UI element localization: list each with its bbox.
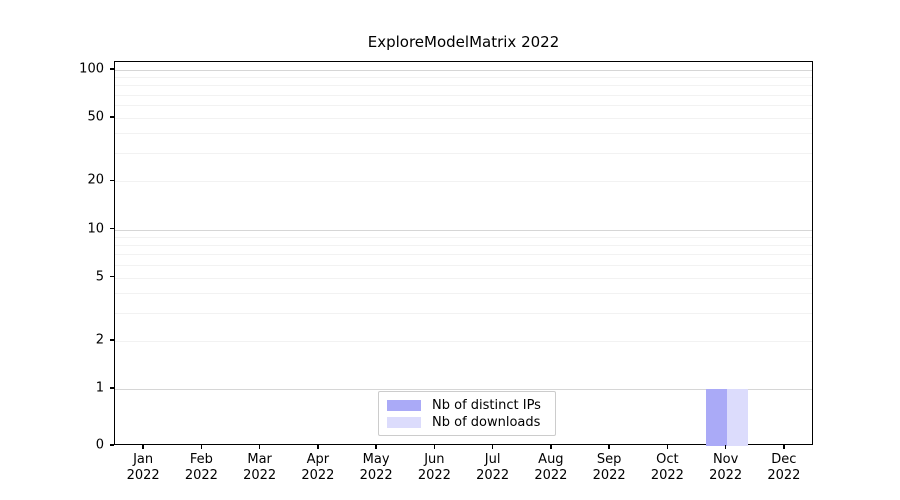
- y-tick-label: 10: [87, 221, 104, 236]
- gridline: [115, 105, 812, 107]
- y-tick-mark: [110, 179, 114, 182]
- gridline: [115, 229, 812, 231]
- x-tick-label: May 2022: [359, 452, 393, 483]
- x-tick-label: Apr 2022: [301, 452, 335, 483]
- x-tick-label: Jul 2022: [476, 452, 510, 483]
- gridline: [115, 389, 812, 390]
- gridline: [115, 94, 812, 96]
- legend-swatch-distinct-ips: [387, 400, 421, 411]
- gridline: [115, 244, 812, 246]
- x-tick-label: Sep 2022: [592, 452, 626, 483]
- x-tick-mark: [666, 445, 669, 449]
- gridline: [115, 133, 812, 135]
- bars-layer: [115, 62, 812, 446]
- y-tick-label: 0: [95, 437, 104, 453]
- x-tick-mark: [783, 445, 785, 449]
- gridline: [115, 77, 812, 79]
- gridline: [115, 153, 812, 155]
- gridline: [115, 181, 812, 183]
- x-tick-mark: [375, 445, 377, 449]
- gridline: [115, 292, 812, 294]
- x-tick-mark: [433, 445, 436, 449]
- plot-area: [114, 61, 813, 446]
- legend-item: Nb of downloads: [387, 414, 547, 431]
- y-tick-label: 20: [87, 172, 104, 188]
- y-tick-mark: [110, 275, 114, 278]
- y-tick-mark: [110, 444, 114, 446]
- legend-label-downloads: Nb of downloads: [432, 415, 541, 430]
- legend-item: Nb of distinct IPs: [387, 397, 547, 414]
- y-tick-label: 100: [79, 61, 104, 77]
- y-tick-mark: [110, 227, 114, 230]
- gridline: [115, 277, 812, 279]
- gridline: [115, 70, 812, 71]
- y-tick-mark: [110, 68, 114, 70]
- legend-label-distinct-ips: Nb of distinct IPs: [432, 398, 541, 413]
- x-tick-mark: [608, 445, 610, 449]
- x-tick-mark: [258, 445, 261, 449]
- gridline: [115, 85, 812, 87]
- x-tick-mark: [550, 445, 552, 449]
- x-tick-label: Mar 2022: [243, 452, 277, 483]
- chart-title: ExploreModelMatrix 2022: [367, 33, 560, 51]
- bar-nb-of-distinct-ips-nov-2022: [705, 389, 727, 446]
- y-tick-mark: [110, 387, 114, 389]
- x-tick-label: Jun 2022: [417, 452, 451, 483]
- chart-legend: Nb of distinct IPs Nb of downloads: [378, 391, 556, 436]
- y-tick-label: 5: [95, 269, 104, 284]
- gridline: [115, 312, 812, 314]
- x-tick-mark: [317, 445, 319, 449]
- y-tick-label: 2: [95, 332, 104, 348]
- bar-nb-of-downloads-nov-2022: [726, 389, 748, 446]
- x-tick-label: Oct 2022: [650, 452, 684, 483]
- gridline: [115, 254, 812, 256]
- x-tick-mark: [491, 445, 494, 449]
- y-tick-label: 1: [95, 380, 104, 396]
- gridline: [115, 264, 812, 266]
- x-tick-label: Aug 2022: [534, 452, 568, 483]
- legend-swatch-downloads: [387, 417, 421, 428]
- y-tick-mark: [110, 339, 114, 341]
- x-tick-mark: [200, 445, 203, 449]
- y-tick-label: 50: [87, 109, 104, 125]
- x-tick-label: Jan 2022: [126, 452, 160, 483]
- gridline: [115, 340, 812, 342]
- gridline: [115, 118, 812, 119]
- gridline: [115, 236, 812, 238]
- x-tick-mark: [142, 445, 144, 449]
- x-tick-label: Nov 2022: [709, 452, 743, 483]
- x-tick-label: Feb 2022: [184, 452, 218, 483]
- x-tick-label: Dec 2022: [767, 452, 801, 483]
- x-tick-mark: [724, 445, 727, 449]
- y-tick-mark: [110, 116, 114, 118]
